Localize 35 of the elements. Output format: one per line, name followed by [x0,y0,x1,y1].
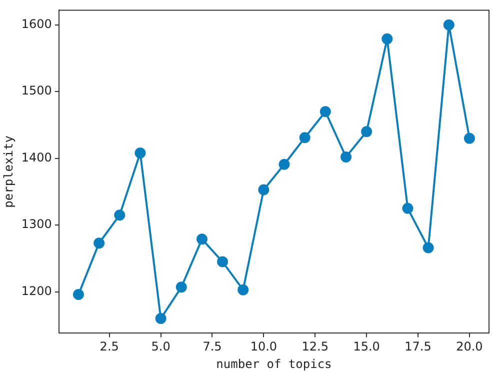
y-tick-label: 1400 [21,150,52,164]
x-tick-label: 17.5 [404,340,432,354]
point [114,210,126,221]
x-axis-title: number of topics [216,356,332,371]
point [258,184,270,196]
point [382,33,393,44]
x-tick-label: 15.0 [353,340,380,354]
point [196,234,208,245]
point [299,132,310,144]
x-tick-label: 20.0 [456,340,483,354]
point [134,148,146,159]
point [72,288,84,300]
point [217,256,228,268]
point [361,126,372,138]
x-tick-label: 7.5 [202,340,222,354]
point [464,132,475,144]
point [155,313,166,324]
point [278,158,290,170]
point [402,202,414,214]
y-tick-label: 1300 [21,217,52,232]
point [422,242,434,254]
point [176,282,187,293]
x-tick-label: 12.5 [302,340,328,354]
point [94,238,105,249]
x-tick-label: 5.0 [151,340,170,354]
y-axis-title: perplexity [1,136,16,208]
x-tick-label: 10.0 [250,340,278,354]
x-tick-label: 2.5 [100,340,119,354]
y-tick-label: 1600 [21,17,52,32]
point [238,284,249,296]
y-tick-label: 1500 [21,84,52,98]
point [340,152,352,163]
y-tick-label: 1200 [21,284,52,298]
point [320,106,331,118]
point [443,19,454,30]
